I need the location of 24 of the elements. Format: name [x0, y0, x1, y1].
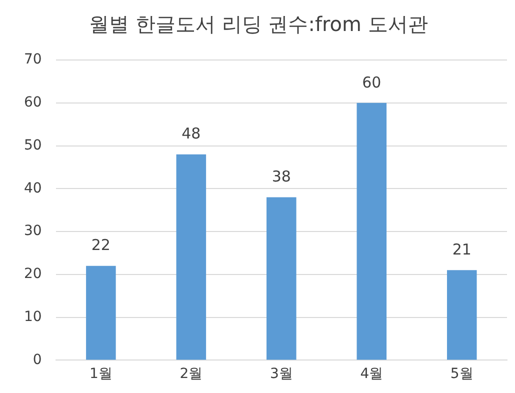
- x-tick-label: 3월: [270, 366, 293, 382]
- x-tick-label: 5월: [450, 366, 474, 382]
- y-tick-label: 50: [24, 137, 42, 154]
- data-label: 21: [452, 240, 472, 259]
- y-tick-label: 70: [24, 52, 42, 68]
- x-tick-label: 1월: [89, 366, 112, 382]
- data-label: 38: [272, 168, 291, 186]
- bar: [176, 154, 206, 360]
- y-tick-label: 10: [24, 308, 42, 325]
- x-tick-label: 2월: [180, 366, 203, 382]
- y-tick-label: 60: [24, 94, 42, 111]
- y-tick-label: 0: [32, 352, 42, 368]
- data-label: 48: [182, 124, 201, 143]
- y-tick-label: 40: [24, 180, 42, 196]
- chart-title: 월별 한글도서 리딩 권수:from 도서관: [89, 12, 428, 36]
- bar: [446, 270, 477, 360]
- data-label: 60: [362, 73, 382, 92]
- bar: [356, 102, 387, 360]
- y-tick-label: 20: [24, 266, 42, 282]
- data-label: 22: [91, 236, 110, 254]
- bar: [266, 197, 296, 360]
- bar: [86, 266, 116, 360]
- y-tick-label: 30: [24, 223, 42, 240]
- x-tick-label: 4월: [360, 366, 384, 382]
